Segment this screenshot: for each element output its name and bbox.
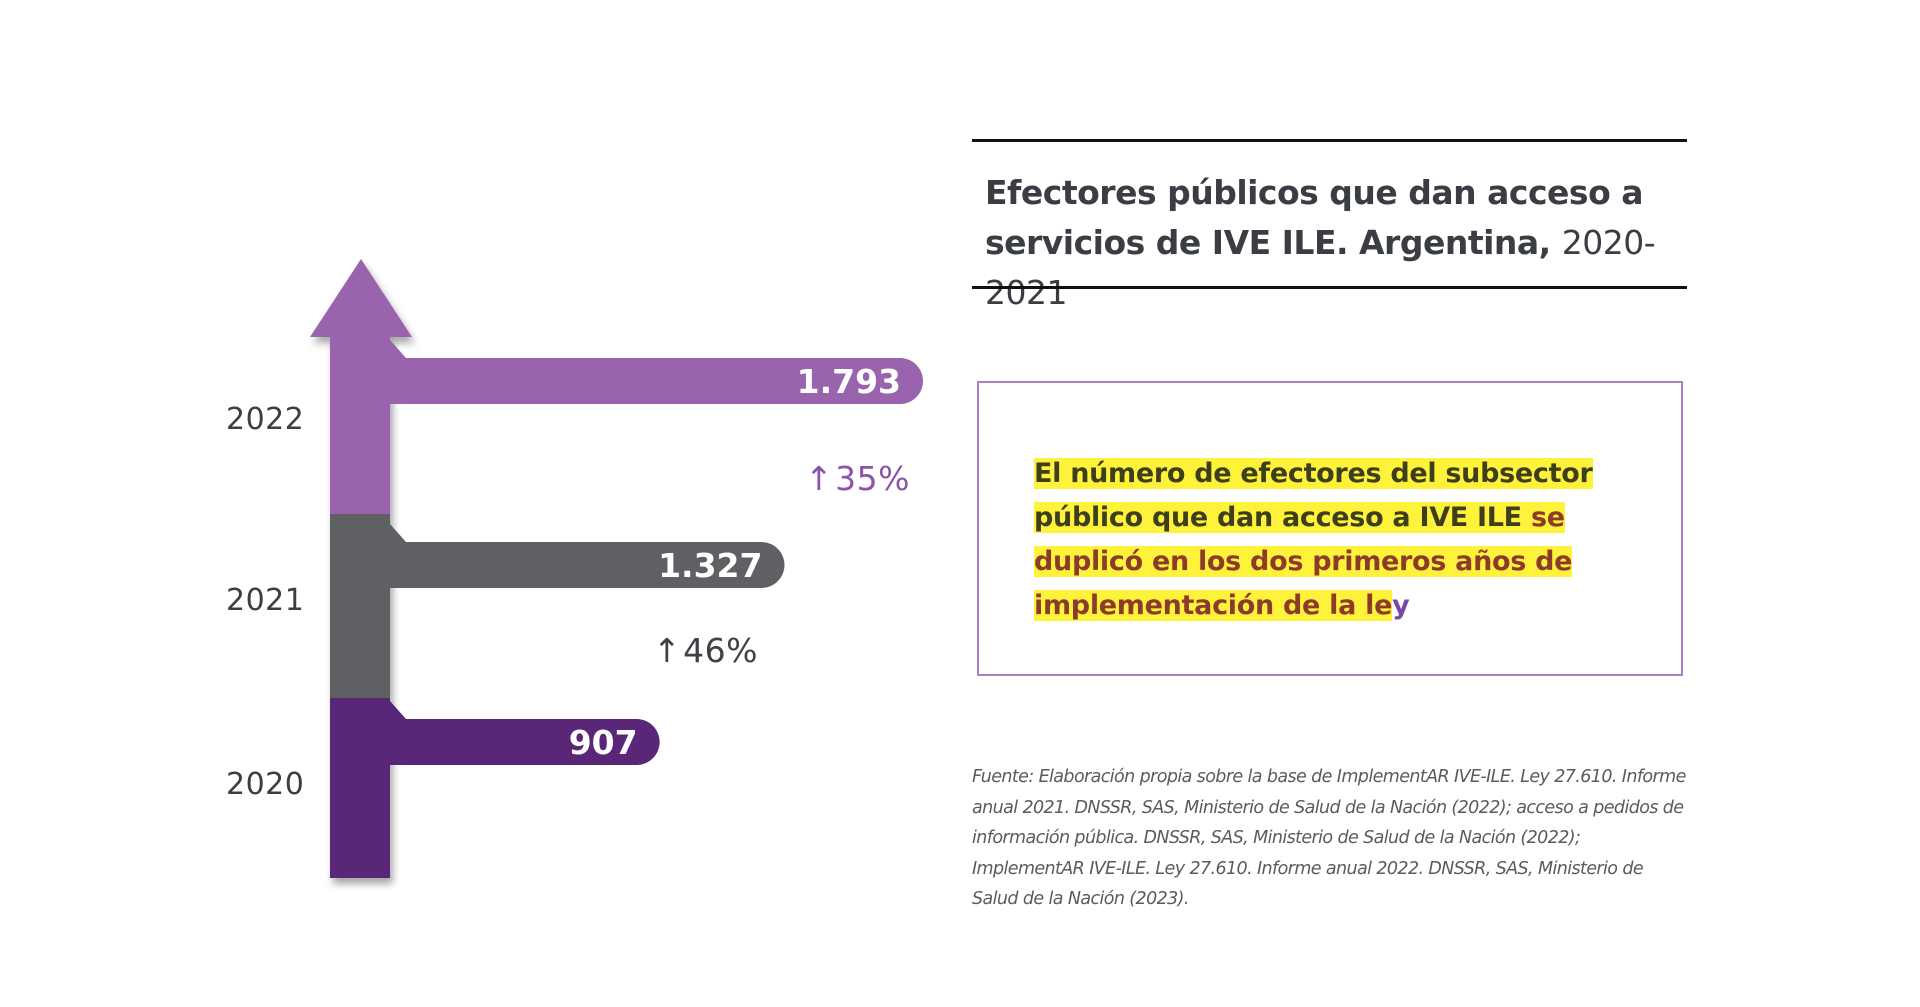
callout-text: El número de efectores del subsector púb…: [1034, 452, 1674, 628]
arrow-head: [310, 259, 412, 337]
up-arrow-icon: ↑: [805, 459, 834, 498]
bar-2020: [378, 719, 660, 765]
growth-label-2021: ↑46%: [653, 631, 758, 670]
title-rule-bottom: [972, 286, 1687, 289]
year-label-2021: 2021: [226, 583, 305, 618]
growth-value: 46%: [683, 631, 759, 670]
value-label-2021: 1.327: [658, 546, 762, 585]
year-label-2020: 2020: [226, 767, 305, 802]
callout-box: [977, 381, 1683, 676]
title-rule-top: [972, 139, 1687, 142]
bar-2022: [378, 358, 923, 404]
title-main: Efectores públicos que dan acceso a serv…: [985, 173, 1644, 262]
up-arrow-icon: ↑: [653, 631, 682, 670]
callout-segment-purple: y: [1392, 590, 1410, 621]
value-label-2020: 907: [569, 723, 638, 762]
bar-joint-2022: [390, 340, 406, 358]
arrow-stem: [310, 259, 412, 878]
stem-segment-2022: [330, 337, 390, 514]
source-footnote: Fuente: Elaboración propia sobre la base…: [972, 767, 1686, 909]
growth-arrow-chart: 1.793 1.327 907: [310, 259, 923, 878]
value-label-2022: 1.793: [797, 362, 901, 401]
growth-label-2022: ↑35%: [805, 459, 910, 498]
year-label-2022: 2022: [226, 402, 305, 437]
title-years: 2020-2021: [985, 223, 1656, 312]
chart-title: Efectores públicos que dan acceso a serv…: [985, 168, 1705, 318]
callout-segment-dark: El número de efectores del subsector púb…: [1034, 458, 1593, 533]
bar-2021: [378, 542, 785, 588]
growth-value: 35%: [835, 459, 911, 498]
bar-joint-2021: [390, 524, 406, 542]
stem-segment-2020: [330, 698, 390, 878]
bar-joint-2020: [390, 701, 406, 719]
stem-segment-2021: [330, 514, 390, 698]
